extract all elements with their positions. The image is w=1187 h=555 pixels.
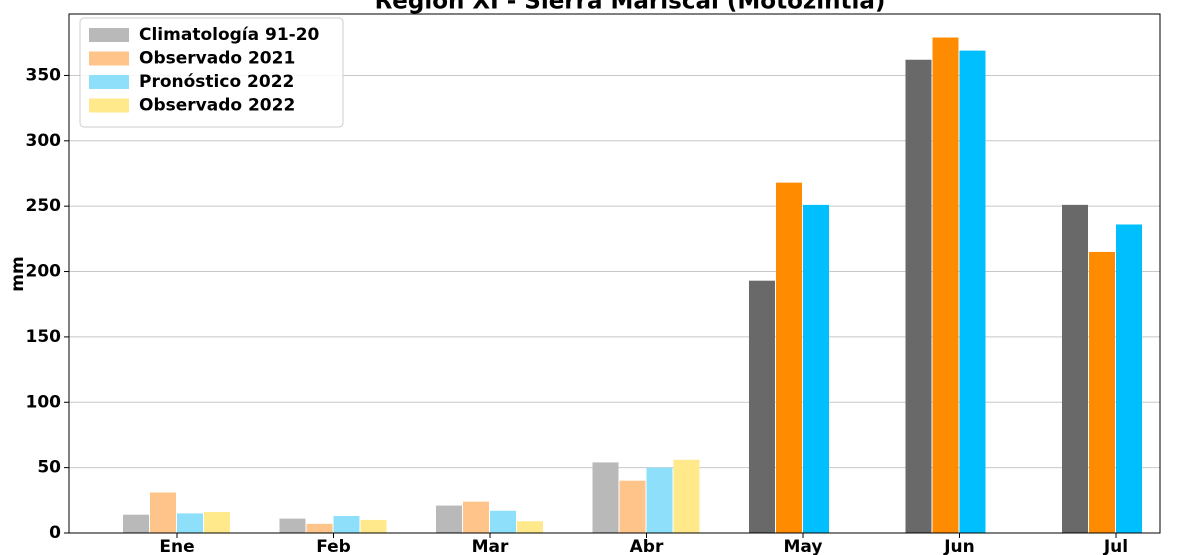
bar (306, 523, 333, 533)
bar (932, 37, 959, 533)
y-axis-label: mm (8, 256, 28, 291)
legend-label: Observado 2022 (139, 96, 295, 116)
bar (592, 462, 619, 533)
legend-label: Pronóstico 2022 (139, 72, 294, 92)
x-tick-label: Feb (316, 537, 351, 555)
legend-box (79, 17, 344, 128)
y-tick-label: 0 (49, 523, 61, 543)
y-tick-label: 100 (26, 392, 62, 412)
plot-frame (68, 13, 1161, 534)
legend-swatch (89, 98, 129, 113)
bar (959, 50, 986, 534)
bar (1062, 204, 1088, 533)
chart-title: Región XI - Sierra Mariscal (Motozintla) (375, 0, 886, 15)
legend: Climatología 91-20 Observado 2021 Pronósti… (79, 17, 344, 128)
bar (333, 516, 360, 533)
y-tick-label: 250 (26, 196, 62, 216)
legend-swatch (89, 28, 129, 42)
legend-label: Climatología 91-20 (139, 25, 320, 45)
legend-label: Observado 2021 (139, 49, 295, 69)
bar (150, 492, 176, 533)
bar (673, 459, 700, 533)
x-tick-label: Jul (1103, 537, 1128, 555)
x-tick-label: Jun (943, 537, 975, 555)
bar (463, 501, 489, 533)
bar (490, 510, 516, 533)
y-tick-label: 300 (26, 131, 62, 151)
legend-swatch (89, 51, 129, 66)
bar (517, 521, 543, 533)
bar (803, 204, 829, 533)
bar (749, 280, 775, 533)
x-tick-label: Mar (472, 537, 509, 555)
y-tick-label: 50 (37, 458, 61, 478)
y-tick-label: 200 (26, 262, 62, 282)
bar (1116, 224, 1142, 533)
bar (279, 518, 306, 533)
bar (204, 512, 230, 533)
bar (360, 519, 387, 533)
x-tick-label: May (784, 537, 823, 555)
bar (123, 514, 149, 533)
bar (619, 480, 646, 533)
bar (436, 505, 462, 533)
x-tick-label: Abr (630, 537, 664, 555)
y-tick-label: 350 (26, 65, 62, 85)
bar (905, 59, 932, 533)
x-tick-label: Ene (159, 537, 194, 555)
bar (177, 513, 203, 533)
y-tick-label: 150 (26, 327, 62, 347)
legend-swatch (89, 75, 129, 89)
bar (1089, 251, 1115, 533)
bar (646, 467, 673, 533)
bar (776, 182, 802, 533)
